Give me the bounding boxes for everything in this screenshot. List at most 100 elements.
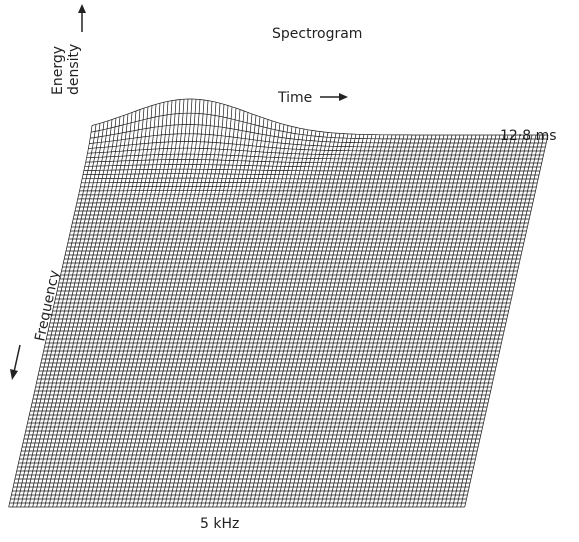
column-line — [204, 125, 289, 508]
column-line — [296, 134, 381, 508]
column-line — [32, 118, 117, 508]
column-line — [12, 124, 97, 508]
column-line — [28, 119, 113, 508]
column-line — [36, 116, 121, 508]
column-line — [440, 134, 525, 508]
column-line — [340, 134, 425, 508]
column-line — [392, 134, 477, 508]
column-line — [104, 98, 189, 508]
frequency-end-label: 5 kHz — [200, 516, 239, 532]
column-line — [176, 116, 261, 508]
column-line — [184, 119, 269, 508]
column-line — [460, 134, 545, 508]
column-line — [148, 106, 233, 508]
column-line — [320, 134, 405, 508]
column-line — [40, 115, 125, 508]
column-line — [400, 134, 485, 508]
column-line — [344, 134, 429, 508]
column-line — [168, 113, 253, 508]
time-label: Time — [277, 90, 312, 106]
column-line — [300, 134, 385, 508]
column-line — [260, 133, 345, 508]
column-line — [56, 109, 141, 508]
column-line — [60, 108, 145, 508]
column-line — [420, 134, 505, 508]
column-line — [284, 134, 369, 508]
energy-label-line: density — [66, 44, 82, 95]
energy-label: Energy density — [50, 44, 82, 95]
column-line — [384, 134, 469, 508]
column-line — [256, 133, 341, 508]
column-line — [236, 131, 321, 508]
column-line — [336, 134, 421, 508]
column-line — [424, 134, 509, 508]
column-line — [64, 106, 149, 508]
column-line — [416, 134, 501, 508]
column-line — [280, 134, 365, 508]
column-line — [172, 115, 257, 508]
column-line — [52, 110, 137, 508]
column-line — [448, 134, 533, 508]
column-line — [136, 103, 221, 508]
column-line — [188, 120, 273, 508]
column-line — [180, 118, 265, 508]
column-line — [252, 133, 337, 508]
column-line — [76, 103, 161, 508]
column-line — [84, 101, 169, 508]
column-line — [8, 125, 93, 508]
column-line — [356, 134, 441, 508]
column-line — [88, 100, 173, 508]
column-line — [360, 134, 445, 508]
energy-label-line: Energy — [50, 46, 66, 95]
column-line — [232, 130, 317, 508]
column-line — [68, 105, 153, 508]
column-line — [332, 134, 417, 508]
column-line — [364, 134, 449, 508]
column-line — [216, 128, 301, 508]
column-line — [456, 134, 541, 508]
frequency-arrow — [13, 344, 21, 373]
column-line — [444, 134, 529, 508]
column-line — [144, 105, 229, 508]
column-line — [264, 133, 349, 508]
column-line — [312, 134, 397, 508]
column-line — [124, 100, 209, 508]
column-line — [404, 134, 489, 508]
column-line — [140, 104, 225, 508]
column-line — [160, 110, 245, 508]
column-line — [292, 134, 377, 508]
column-line — [316, 134, 401, 508]
column-line — [372, 134, 457, 508]
column-line — [44, 113, 129, 508]
column-line — [208, 126, 293, 508]
column-line — [20, 122, 105, 508]
energy-arrow-head — [78, 4, 86, 13]
column-line — [376, 134, 461, 508]
column-line — [244, 132, 329, 508]
column-line — [196, 123, 281, 508]
column-line — [152, 108, 237, 508]
column-line — [452, 134, 537, 508]
column-line — [408, 134, 493, 508]
column-line — [240, 131, 325, 508]
column-line — [276, 134, 361, 508]
column-line — [272, 134, 357, 508]
column-line — [368, 134, 453, 508]
column-line — [428, 134, 513, 508]
column-line — [248, 132, 333, 508]
column-line — [116, 99, 201, 508]
column-line — [128, 101, 213, 508]
column-line — [396, 134, 481, 508]
column-line — [380, 134, 465, 508]
column-line — [200, 124, 285, 508]
column-line — [164, 112, 249, 508]
column-line — [212, 127, 297, 508]
column-line — [436, 134, 521, 508]
row-line — [91, 98, 548, 136]
column-line — [72, 104, 157, 508]
column-line — [48, 112, 133, 508]
column-line — [120, 99, 205, 508]
column-line — [348, 134, 433, 508]
column-line — [192, 122, 277, 508]
column-line — [108, 98, 193, 508]
